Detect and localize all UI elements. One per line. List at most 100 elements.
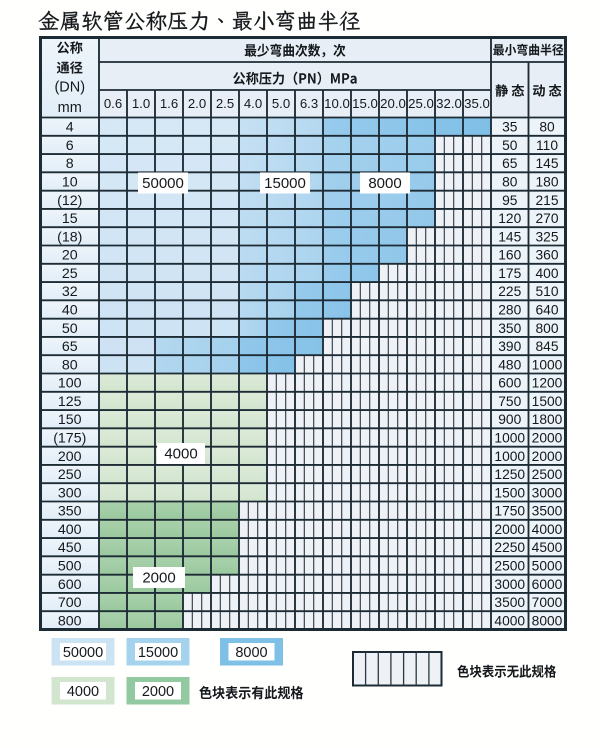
svg-text:2500: 2500 — [494, 559, 525, 574]
svg-text:35.0: 35.0 — [464, 96, 490, 111]
svg-text:10: 10 — [62, 175, 78, 191]
svg-text:40: 40 — [62, 303, 78, 319]
svg-text:15000: 15000 — [138, 645, 178, 661]
svg-text:1000: 1000 — [494, 449, 525, 464]
svg-text:4000: 4000 — [494, 613, 525, 628]
svg-text:3000: 3000 — [494, 577, 525, 592]
svg-text:700: 700 — [58, 595, 82, 611]
svg-text:300: 300 — [58, 485, 82, 501]
svg-text:480: 480 — [498, 357, 521, 372]
svg-text:4000: 4000 — [67, 684, 99, 700]
svg-text:65: 65 — [62, 339, 78, 355]
svg-text:5.0: 5.0 — [272, 96, 290, 111]
svg-text:250: 250 — [58, 467, 82, 483]
svg-text:2.5: 2.5 — [216, 96, 234, 111]
svg-text:350: 350 — [58, 504, 82, 520]
svg-text:4500: 4500 — [532, 540, 563, 555]
svg-text:1500: 1500 — [532, 394, 563, 409]
svg-text:400: 400 — [535, 266, 558, 281]
svg-text:2.0: 2.0 — [188, 96, 206, 111]
svg-text:4000: 4000 — [532, 522, 563, 537]
svg-text:1250: 1250 — [494, 467, 525, 482]
svg-text:20: 20 — [62, 248, 78, 264]
svg-text:325: 325 — [535, 229, 558, 244]
svg-text:1.0: 1.0 — [132, 96, 150, 111]
svg-text:845: 845 — [535, 339, 558, 354]
svg-text:145: 145 — [498, 229, 521, 244]
svg-text:640: 640 — [535, 303, 558, 318]
svg-text:1000: 1000 — [532, 357, 563, 372]
svg-text:1000: 1000 — [494, 431, 525, 446]
svg-text:125: 125 — [58, 394, 82, 410]
svg-text:6.3: 6.3 — [300, 96, 318, 111]
svg-text:390: 390 — [498, 339, 521, 354]
svg-text:200: 200 — [58, 449, 82, 465]
svg-text:2000: 2000 — [532, 449, 563, 464]
svg-text:50000: 50000 — [63, 645, 103, 661]
svg-text:80: 80 — [539, 120, 555, 135]
svg-text:35: 35 — [502, 120, 518, 135]
svg-text:15000: 15000 — [264, 175, 306, 192]
svg-text:5000: 5000 — [532, 559, 563, 574]
svg-text:2000: 2000 — [532, 431, 563, 446]
svg-text:80: 80 — [502, 175, 518, 190]
svg-text:225: 225 — [498, 284, 521, 299]
svg-text:(DN): (DN) — [54, 80, 85, 96]
svg-text:10.0: 10.0 — [324, 96, 350, 111]
svg-text:510: 510 — [535, 284, 558, 299]
svg-text:2000: 2000 — [142, 570, 175, 587]
svg-text:350: 350 — [498, 321, 521, 336]
svg-text:800: 800 — [535, 321, 558, 336]
svg-text:95: 95 — [502, 193, 518, 208]
svg-text:65: 65 — [502, 156, 518, 171]
svg-text:100: 100 — [58, 376, 82, 392]
svg-text:50: 50 — [502, 138, 518, 153]
svg-text:(18): (18) — [57, 229, 82, 245]
svg-text:4: 4 — [66, 120, 74, 136]
svg-text:900: 900 — [498, 412, 521, 427]
svg-text:145: 145 — [535, 156, 558, 171]
svg-text:0.6: 0.6 — [104, 96, 122, 111]
svg-text:500: 500 — [58, 559, 82, 575]
svg-text:1800: 1800 — [532, 412, 563, 427]
svg-text:450: 450 — [58, 540, 82, 556]
svg-text:80: 80 — [62, 357, 78, 373]
svg-text:110: 110 — [536, 138, 558, 153]
svg-text:360: 360 — [535, 248, 558, 263]
svg-text:4.0: 4.0 — [244, 96, 262, 111]
svg-text:3500: 3500 — [494, 595, 525, 610]
svg-text:6: 6 — [66, 138, 74, 154]
svg-text:8: 8 — [66, 156, 74, 172]
svg-text:20.0: 20.0 — [380, 96, 406, 111]
svg-text:600: 600 — [58, 577, 82, 593]
svg-text:2250: 2250 — [494, 540, 525, 555]
svg-text:3000: 3000 — [532, 485, 563, 500]
svg-text:15.0: 15.0 — [352, 96, 378, 111]
svg-text:50: 50 — [62, 321, 78, 337]
svg-text:120: 120 — [498, 211, 521, 226]
svg-text:8000: 8000 — [368, 175, 401, 192]
svg-text:175: 175 — [498, 266, 521, 281]
svg-text:215: 215 — [535, 193, 558, 208]
svg-text:280: 280 — [498, 303, 521, 318]
svg-text:8000: 8000 — [532, 613, 563, 628]
svg-text:6000: 6000 — [532, 577, 563, 592]
svg-text:7000: 7000 — [532, 595, 563, 610]
svg-text:(12): (12) — [57, 193, 82, 209]
svg-text:32.0: 32.0 — [436, 96, 462, 111]
svg-text:1500: 1500 — [494, 485, 525, 500]
svg-text:600: 600 — [498, 376, 521, 391]
svg-text:3500: 3500 — [532, 504, 563, 519]
svg-text:1.6: 1.6 — [160, 96, 178, 111]
svg-text:800: 800 — [58, 613, 82, 629]
svg-text:50000: 50000 — [142, 175, 184, 192]
svg-text:750: 750 — [498, 394, 521, 409]
svg-text:15: 15 — [62, 211, 78, 227]
svg-text:1750: 1750 — [494, 504, 525, 519]
svg-text:32: 32 — [62, 284, 78, 300]
svg-text:2000: 2000 — [494, 522, 525, 537]
svg-text:150: 150 — [58, 412, 82, 428]
svg-text:160: 160 — [498, 248, 521, 263]
svg-text:180: 180 — [535, 175, 558, 190]
svg-text:mm: mm — [58, 100, 82, 116]
